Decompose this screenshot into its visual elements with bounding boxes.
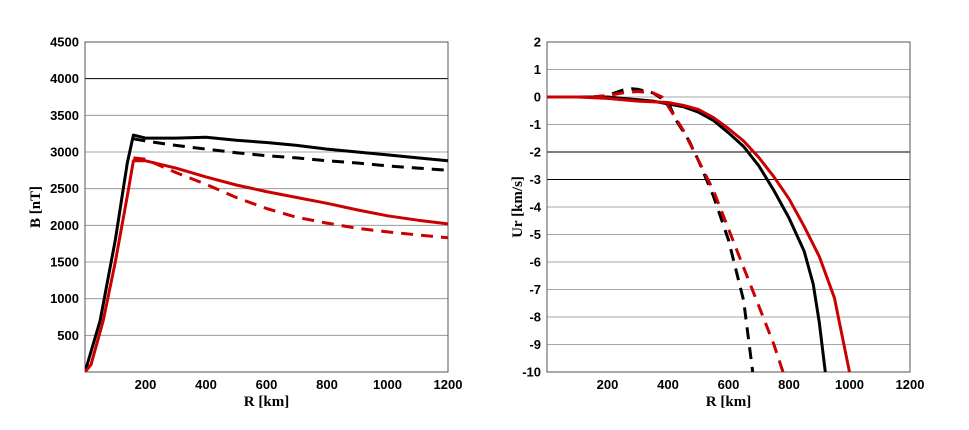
x-tick-label: 800	[778, 377, 800, 392]
y-tick-label: 500	[57, 328, 79, 343]
x-tick-label: 1000	[835, 377, 864, 392]
x-axis-label: R [km]	[244, 394, 289, 410]
series-red-dashed	[592, 90, 785, 372]
y-tick-label: 3500	[50, 108, 79, 123]
y-tick-label: -7	[529, 282, 541, 297]
magnetic-field-chart: 500 1000 1500 2000 2500 3000 3500 4000 4500 200 40…	[28, 35, 462, 411]
series-red-solid	[85, 159, 448, 372]
x-tick-label: 800	[316, 377, 338, 392]
plot-frame	[84, 41, 449, 373]
x-tick-label: 200	[597, 377, 619, 392]
y-tick-label: -6	[529, 255, 541, 270]
radial-velocity-chart: 2 1 0 -1 -2 -3 -4 -5 -6 -7 -8 -9 -10 200 400 600 800 1000…	[510, 35, 924, 411]
x-tick-label: 400	[195, 377, 217, 392]
y-tick-label: -10	[522, 365, 541, 380]
x-tick-label: 600	[256, 377, 278, 392]
x-tick-label: 600	[718, 377, 740, 392]
x-tick-label: 1200	[896, 377, 925, 392]
y-tick-label: 2500	[50, 181, 79, 196]
plot-frame	[546, 41, 911, 373]
y-tick-label: -5	[529, 227, 541, 242]
y-tick-label: 1	[534, 62, 541, 77]
y-tick-label: 4000	[50, 71, 79, 86]
x-axis-label: R [km]	[706, 394, 751, 410]
y-tick-label: 2000	[50, 218, 79, 233]
y-tick-label: 4500	[50, 35, 79, 50]
y-tick-label: -3	[529, 172, 541, 187]
y-tick-label: 1000	[50, 291, 79, 306]
x-tick-label: 1000	[373, 377, 402, 392]
series-black-solid	[85, 133, 448, 372]
y-tick-label: -4	[529, 200, 541, 215]
y-tick-label: -1	[529, 117, 541, 132]
y-tick-label: 0	[534, 90, 541, 105]
y-tick-label: 2	[534, 35, 541, 50]
y-tick-label: -9	[529, 337, 541, 352]
y-tick-label: 1500	[50, 255, 79, 270]
series-black-dashed	[133, 137, 448, 172]
y-tick-label: -2	[529, 145, 541, 160]
x-tick-label: 200	[135, 377, 157, 392]
series-red-dashed	[133, 156, 448, 240]
x-tick-label: 400	[657, 377, 679, 392]
y-axis-label: B [nT]	[28, 186, 44, 228]
y-tick-label: -8	[529, 310, 541, 325]
series-red-solid	[547, 95, 851, 372]
x-tick-label: 1200	[434, 377, 463, 392]
y-axis-label: Ur [km/s]	[510, 176, 526, 238]
y-tick-label: 3000	[50, 145, 79, 160]
